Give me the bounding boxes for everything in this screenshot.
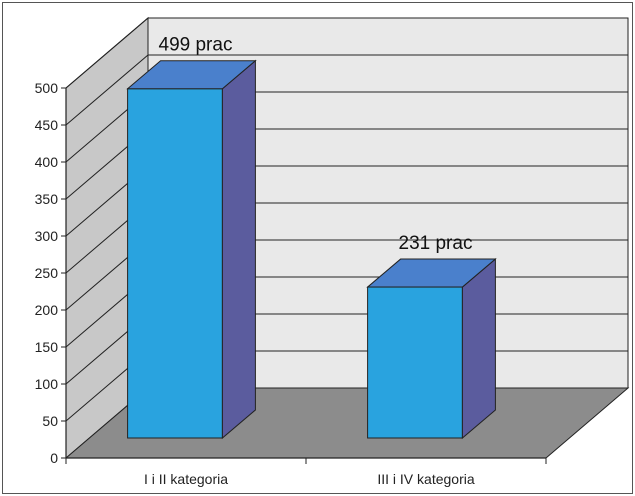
category-label: III i IV kategoria xyxy=(377,471,474,487)
bar-top xyxy=(366,258,497,288)
y-tick-label: 500 xyxy=(35,80,59,96)
bar xyxy=(366,257,497,440)
y-tick-label: 100 xyxy=(35,376,59,392)
data-label: 499 prac xyxy=(159,35,233,56)
bar-front xyxy=(127,88,223,439)
y-tick-label: 200 xyxy=(35,302,59,318)
y-tick-label: 450 xyxy=(35,117,59,133)
gridline xyxy=(65,54,628,126)
y-tick-label: 400 xyxy=(35,154,59,170)
y-tick-label: 350 xyxy=(35,191,59,207)
bar-front xyxy=(367,286,463,439)
y-tick-label: 250 xyxy=(35,265,59,281)
bar xyxy=(126,59,257,440)
gridline xyxy=(65,17,628,89)
bar-top xyxy=(126,60,257,90)
bar-side xyxy=(221,59,256,440)
y-tick-label: 50 xyxy=(42,413,58,429)
category-label: I i II kategoria xyxy=(144,471,228,487)
y-tick-label: 0 xyxy=(50,450,58,466)
y-tick-label: 150 xyxy=(35,339,59,355)
y-tick-label: 300 xyxy=(35,228,59,244)
bar-side xyxy=(461,257,496,440)
data-label: 231 prac xyxy=(399,233,473,254)
